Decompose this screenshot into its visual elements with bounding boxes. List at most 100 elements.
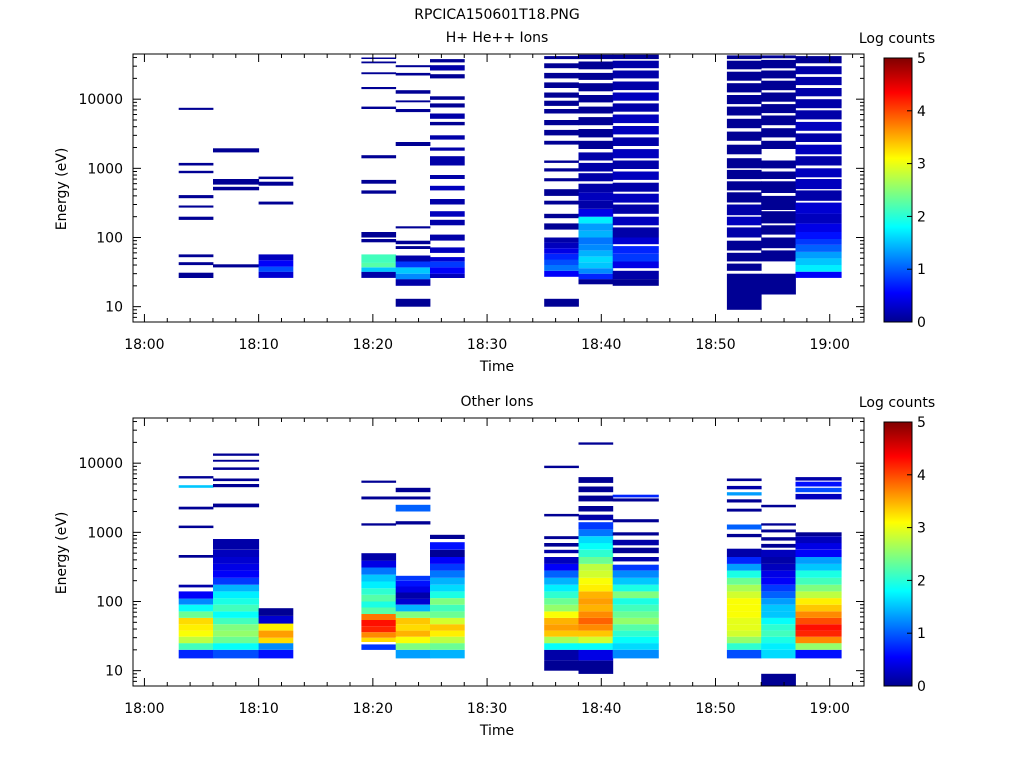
heatmap-cell [361, 190, 397, 194]
heatmap-cell [361, 57, 397, 59]
heatmap-cell [361, 560, 397, 568]
axis-ticks: 18:00 18:10 18:20 18:30 18:40 18:50 19:00 10 100… [78, 54, 864, 353]
plot-frame [132, 417, 865, 687]
colorbar-ticks: 0 1 2 3 4 5 [907, 51, 926, 331]
heatmap-cell [761, 59, 796, 69]
heatmap-cell [361, 106, 397, 109]
heatmap-cell [430, 211, 465, 217]
heatmap-cell [795, 168, 842, 178]
heatmap-cell [395, 279, 431, 286]
heatmap-cell [795, 239, 842, 245]
colorbar-tick-label: 0 [917, 315, 926, 331]
heatmap-cell [178, 170, 214, 174]
heatmap-cell [726, 169, 762, 180]
colorbar-tick-label: 3 [917, 521, 926, 537]
heatmap-cell [726, 508, 762, 512]
heatmap-cell [544, 630, 579, 637]
heatmap-cell [395, 592, 431, 599]
heatmap-cell [761, 225, 796, 235]
heatmap-cell [795, 617, 842, 625]
colorbar-tick-label: 3 [917, 157, 926, 173]
heatmap-cell [612, 237, 659, 245]
heatmap-cell [361, 644, 397, 650]
heatmap-cell [361, 523, 397, 526]
heatmap-cell [761, 643, 796, 650]
heatmap-cell [578, 200, 614, 209]
heatmap-cell [544, 660, 579, 671]
heatmap-cell [430, 542, 465, 550]
heatmap-cell [361, 87, 397, 90]
heatmap-cell [612, 160, 659, 169]
heatmap-cell [430, 611, 465, 618]
heatmap-cell [213, 611, 260, 618]
heatmap-cell [430, 96, 465, 100]
heatmap-cell [213, 604, 260, 612]
heatmap-cell [361, 72, 397, 75]
heatmap-cell [761, 115, 796, 126]
heatmap-cell [258, 201, 294, 205]
heatmap-cell [430, 135, 465, 140]
heatmap-cell [761, 529, 796, 533]
x-tick-label: 18:30 [467, 337, 507, 353]
heatmap-cell [213, 453, 260, 456]
heatmap-cell [430, 636, 465, 644]
heatmap-cell [612, 137, 659, 146]
heatmap-cell [544, 598, 579, 605]
colorbar-tick-label: 4 [917, 468, 926, 484]
heatmap-cell [544, 611, 579, 618]
heatmap-cell [178, 525, 214, 529]
heatmap-cell [761, 273, 796, 295]
heatmap-cell [361, 614, 397, 620]
heatmap-cell [213, 557, 260, 564]
y-tick-label: 10000 [78, 456, 123, 472]
heatmap-cell [178, 636, 214, 644]
heatmap-cell [612, 246, 659, 254]
heatmap-cell [761, 140, 796, 149]
heatmap-cell [761, 557, 796, 564]
heatmap-cell [761, 604, 796, 612]
heatmap-cell [612, 494, 659, 498]
heatmap-cell [612, 149, 659, 159]
heatmap-cell [178, 643, 214, 650]
heatmap-cell [578, 549, 614, 557]
heatmap-cell [726, 106, 762, 116]
heatmap-cell [361, 632, 397, 638]
heatmap-cell [795, 144, 842, 155]
heatmap-cell [726, 570, 762, 578]
heatmap-cell [258, 630, 294, 638]
heatmap-cell [213, 264, 260, 268]
heatmap-cell [726, 577, 762, 585]
heatmap-cell [430, 185, 465, 191]
heatmap-cell [795, 66, 842, 75]
heatmap-cell [726, 192, 762, 203]
heatmap-cell [726, 548, 762, 557]
heatmap-cell [795, 532, 842, 537]
x-tick-label: 18:00 [124, 337, 164, 353]
heatmap-cell [578, 584, 614, 592]
heatmap-cell [430, 598, 465, 605]
heatmap-cell [213, 617, 260, 625]
heatmap-cell [578, 117, 614, 126]
heatmap-cell [361, 61, 397, 64]
heatmap-cell [726, 55, 762, 60]
heatmap-cell [430, 630, 465, 637]
heatmap-cell [544, 178, 579, 182]
heatmap-cell [361, 155, 397, 159]
heatmap-cell [612, 60, 659, 69]
heatmap-cell [612, 126, 659, 135]
heatmap-cell [578, 54, 614, 60]
heatmap-cell [544, 140, 579, 145]
heatmap-cell [578, 256, 614, 263]
heatmap-cell [544, 617, 579, 625]
heatmap-cell [578, 279, 614, 285]
heatmap-cell [395, 575, 431, 581]
heatmap-cell [578, 183, 614, 193]
heatmap-cell [178, 630, 214, 637]
colorbar-tick-label: 1 [917, 262, 926, 278]
heatmap-cell [795, 591, 842, 599]
heatmap-cell [395, 240, 431, 245]
heatmap-cell [795, 611, 842, 618]
heatmap-cell [761, 577, 796, 585]
x-tick-label: 18:10 [238, 337, 278, 353]
heatmap-cell [578, 262, 614, 269]
